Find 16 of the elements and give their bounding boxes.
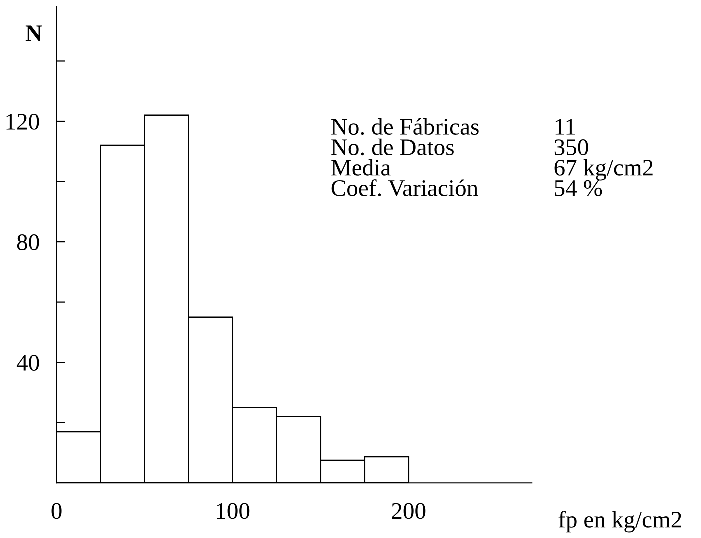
- text: 11: [556, 119, 576, 135]
- annotation: Coef. Variación: [332, 180, 478, 196]
- annotation: Media: [332, 159, 391, 176]
- x-tick-label: 0: [52, 503, 62, 520]
- y-tick-label: 40: [16, 355, 40, 372]
- x-axis-title: fp en kg/cm2: [558, 511, 682, 533]
- x-tick-label: 200: [392, 503, 426, 520]
- text: 54 %: [555, 180, 602, 196]
- text: 350: [554, 140, 588, 156]
- y-axis-title: N: [26, 26, 42, 42]
- x-tick-label: 100: [217, 503, 250, 520]
- text: 67 kg/cm2: [554, 159, 653, 181]
- annotation: No. de Datos: [332, 138, 454, 156]
- y-tick-label: 80: [17, 234, 40, 250]
- y-tick-label: 120: [6, 114, 40, 130]
- annotation: No. de Fábricas: [332, 118, 479, 136]
